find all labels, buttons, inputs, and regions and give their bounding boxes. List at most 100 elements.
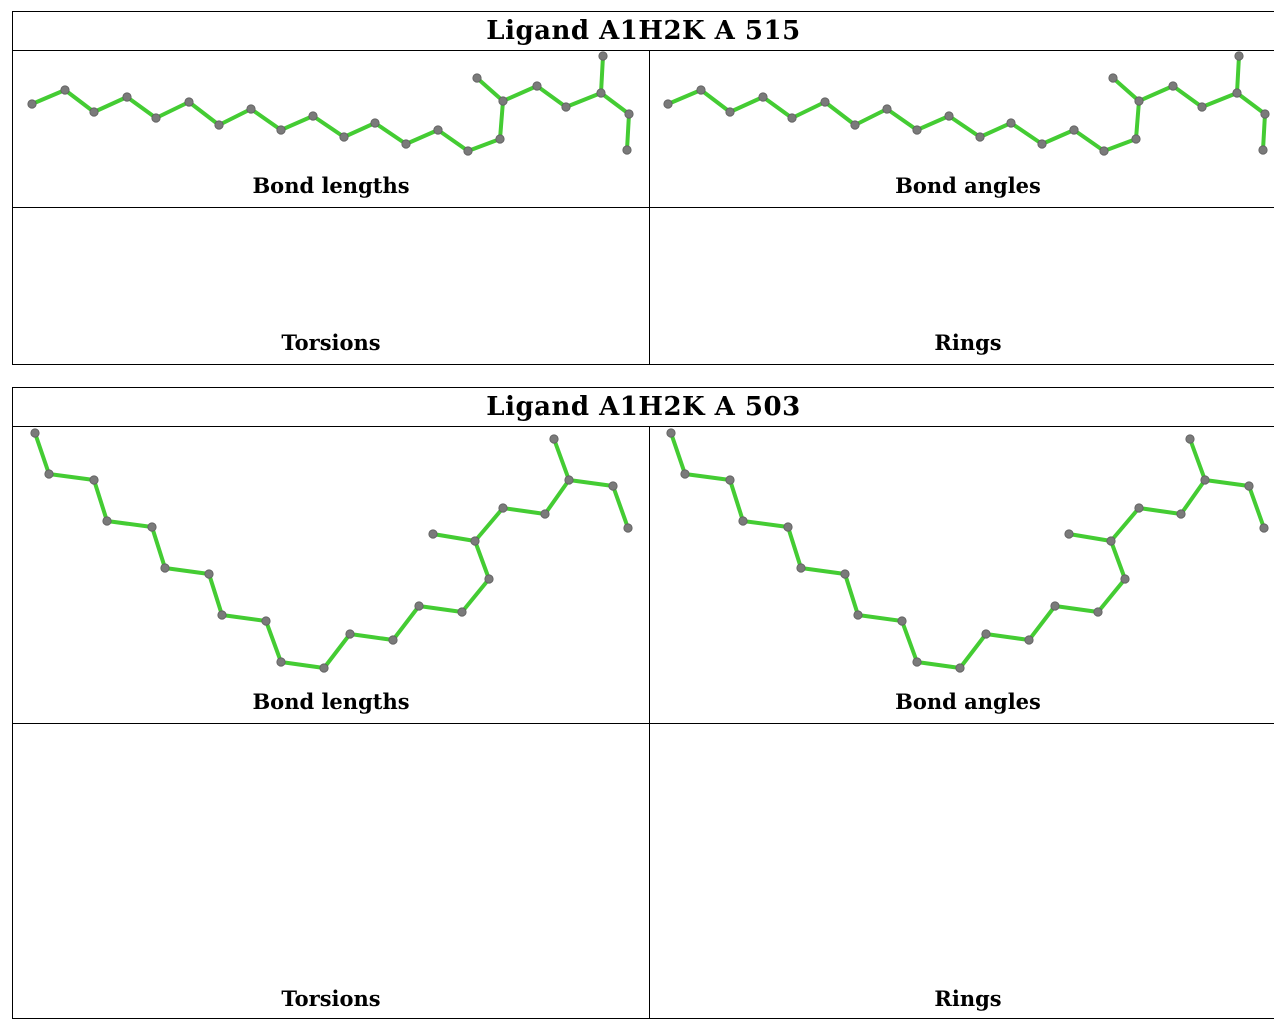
bond (1247, 484, 1266, 530)
atom (850, 120, 860, 130)
atom (840, 569, 850, 579)
atom (738, 516, 748, 526)
atom (882, 104, 892, 114)
atom (955, 663, 965, 673)
bond (311, 114, 346, 139)
bond (728, 95, 765, 114)
bond (220, 613, 268, 623)
atom (433, 125, 443, 135)
bond (1235, 91, 1267, 116)
bond (799, 566, 847, 576)
atom (1134, 96, 1144, 106)
atom (758, 92, 768, 102)
atom (853, 610, 863, 620)
atom (370, 118, 380, 128)
bond (728, 478, 745, 523)
atom (428, 529, 438, 539)
atom (1093, 607, 1103, 617)
bond (984, 632, 1031, 642)
bond (105, 519, 154, 529)
bond (1009, 121, 1044, 146)
molecule-503-rings (650, 724, 1274, 1019)
bond (543, 478, 571, 516)
atom (1244, 481, 1254, 491)
bond (373, 121, 408, 146)
bond (856, 613, 904, 623)
bond (1109, 506, 1141, 543)
rings-view: Rings (650, 208, 1274, 365)
molecule-503-torsions (13, 724, 649, 1019)
bond (279, 114, 315, 132)
bond (790, 100, 827, 120)
atom (60, 85, 70, 95)
bond-angles-view: Bond angles (650, 427, 1274, 723)
bond (1072, 128, 1106, 153)
caption-bond-angles: Bond angles (895, 689, 1041, 714)
atom (276, 657, 286, 667)
bond (699, 88, 732, 114)
atom (596, 88, 606, 98)
bond (611, 484, 630, 530)
bond (92, 478, 109, 523)
atom (897, 616, 907, 626)
atom (623, 523, 633, 533)
molecule-503-bond-lengths (30, 428, 633, 673)
divider (13, 723, 1274, 724)
molecule-515-bond-lengths (27, 51, 634, 156)
divider (649, 51, 650, 365)
atom (912, 125, 922, 135)
bond (567, 478, 615, 488)
atom (1037, 139, 1047, 149)
atom (663, 99, 673, 109)
panel-title: Ligand A1H2K A 515 (13, 12, 1274, 51)
atom (787, 113, 797, 123)
bond (683, 472, 732, 482)
bond (552, 437, 571, 482)
bond (843, 572, 860, 617)
bond (498, 99, 505, 141)
bond (1171, 84, 1204, 109)
bond (915, 114, 951, 132)
atom (147, 522, 157, 532)
atom (1131, 134, 1141, 144)
atom (44, 469, 54, 479)
atom (30, 428, 40, 438)
caption-rings: Rings (934, 986, 1002, 1011)
bond (279, 660, 326, 670)
atom (204, 569, 214, 579)
atom (608, 481, 618, 491)
bond (92, 95, 129, 114)
view-grid: Bond lengths Bond angles Torsions Rings (13, 427, 1274, 1019)
atom (1258, 145, 1268, 155)
molecule-503-bond-angles (666, 428, 1269, 673)
atom (276, 125, 286, 135)
atom (463, 146, 473, 156)
atom (89, 475, 99, 485)
atom (319, 663, 329, 673)
atom (1200, 475, 1210, 485)
bond (404, 128, 440, 146)
atom (680, 469, 690, 479)
atom (725, 107, 735, 117)
bond (1134, 99, 1141, 141)
caption-bond-lengths: Bond lengths (252, 689, 410, 714)
caption-torsions: Torsions (281, 330, 381, 355)
atom (1108, 73, 1118, 83)
bond (1179, 478, 1207, 516)
bond (885, 107, 919, 132)
caption-bond-angles: Bond angles (895, 173, 1041, 198)
atom (696, 85, 706, 95)
atom (470, 536, 480, 546)
atom (622, 145, 632, 155)
bond (761, 95, 794, 120)
bond (978, 121, 1013, 139)
atom (1050, 601, 1060, 611)
bond (154, 100, 191, 120)
bond (1200, 91, 1239, 109)
atom (122, 92, 132, 102)
atom (498, 96, 508, 106)
bond (264, 619, 283, 664)
bond (1235, 54, 1241, 95)
bond (1040, 128, 1076, 146)
bond (666, 88, 703, 106)
